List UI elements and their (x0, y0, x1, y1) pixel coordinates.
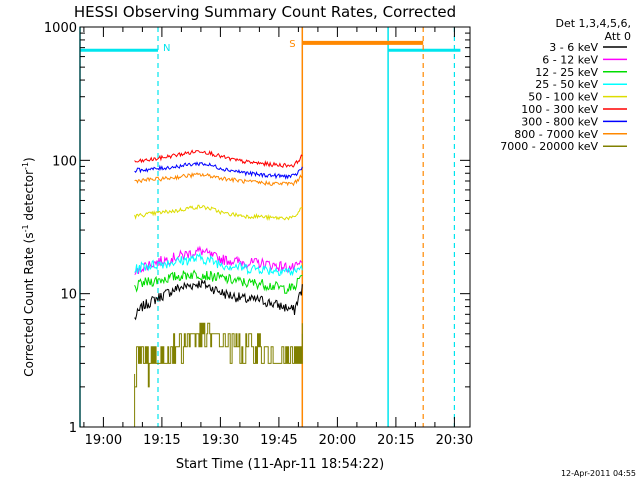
series-line-3 (134, 269, 303, 294)
saa-label: S (289, 39, 295, 50)
series-line-6 (134, 149, 303, 168)
legend-header: Det 1,3,4,5,6, Att 0 (555, 17, 631, 43)
y-axis-label-part-a: Corrected Count Rate (s (22, 232, 36, 376)
x-axis-label: Start Time (11-Apr-11 18:54:22) (176, 457, 384, 472)
legend-label-9: 7000 - 20000 keV (500, 140, 598, 153)
series-line-9 (134, 322, 303, 388)
x-tick-label: 20:00 (319, 433, 356, 448)
x-tick-label: 20:15 (377, 433, 414, 448)
legend-label-7: 300 - 800 keV (521, 115, 598, 128)
legend-header-line-1: Det 1,3,4,5,6, (555, 17, 631, 30)
series-line-8 (134, 172, 303, 187)
y-axis-label-part-b: detector (22, 170, 36, 225)
y-axis-label-sup-1: -1 (21, 224, 30, 232)
series-line-1 (134, 279, 303, 321)
y-axis-label: Corrected Count Rate (s-1 detector-1) (21, 157, 36, 376)
y-tick-label: 1000 (44, 21, 77, 36)
legend-label-2: 6 - 12 keV (542, 53, 598, 66)
axes: 1 10 100 1000 19:00 19:15 19:30 19:45 20:00 20:15… (44, 21, 473, 448)
night-label: N (163, 43, 170, 54)
y-axis-label-sup-2: -1 (21, 162, 30, 170)
footer-date: 12-Apr-2011 04:55 (561, 469, 636, 478)
x-tick-label: 19:15 (143, 433, 180, 448)
series-layer (134, 149, 303, 427)
legend-label-1: 3 - 6 keV (549, 41, 598, 54)
legend-label-8: 800 - 7000 keV (514, 128, 598, 141)
x-tick-label: 20:30 (436, 433, 473, 448)
legend-label-6: 100 - 300 keV (521, 103, 598, 116)
x-tick-label: 19:00 (85, 433, 122, 448)
legend-header-line-2: Att 0 (605, 30, 631, 43)
plot-frame (79, 26, 471, 428)
series-line-7 (134, 161, 303, 180)
legend-label-3: 12 - 25 keV (535, 66, 598, 79)
y-tick-label: 10 (60, 288, 77, 303)
y-tick-label: 100 (52, 154, 77, 169)
x-tick-label: 19:30 (202, 433, 239, 448)
series-line-4 (134, 251, 303, 277)
x-tick-label: 19:45 (260, 433, 297, 448)
y-tick-label: 1 (69, 421, 77, 436)
legend-label-4: 25 - 50 keV (535, 78, 598, 91)
series-line-5 (134, 204, 303, 222)
y-axis-label-part-c: ) (22, 157, 36, 162)
chart-title: HESSI Observing Summary Count Rates, Cor… (74, 3, 456, 21)
legend-label-5: 50 - 100 keV (528, 91, 598, 104)
